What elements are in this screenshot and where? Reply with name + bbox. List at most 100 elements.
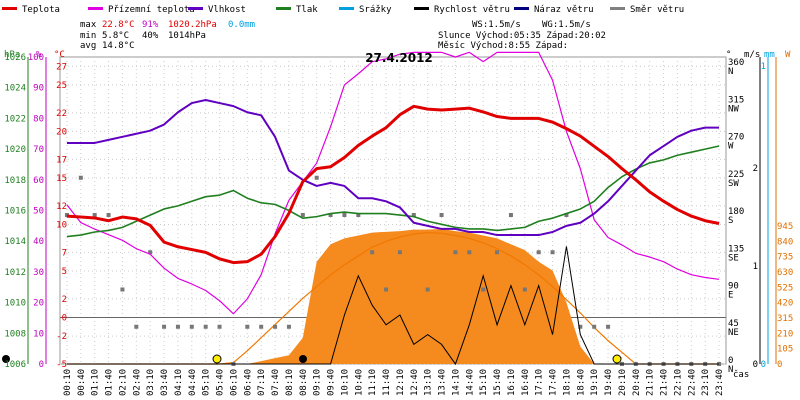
wind-direction-point-1 bbox=[78, 175, 83, 180]
pressure-tick-4: 1014 bbox=[4, 237, 26, 247]
direction-label-0: N bbox=[728, 365, 733, 375]
x-tick-41: 20:40 bbox=[632, 369, 642, 396]
legend-label-7: Směr větru bbox=[630, 5, 684, 15]
pressure-tick-9: 1024 bbox=[4, 84, 26, 94]
wind-direction-point-31 bbox=[495, 250, 500, 255]
direction-tick-1: 45 bbox=[728, 319, 739, 329]
wind-direction-point-24 bbox=[397, 250, 402, 255]
stat-moon: Měsíc Východ:8:55 Západ: bbox=[438, 41, 568, 51]
legend-label-5: Rychlost větru bbox=[434, 5, 510, 15]
wind-direction-point-7 bbox=[162, 324, 167, 329]
temperature-tick-1: -2 bbox=[56, 332, 67, 342]
legend-label-4: Srážky bbox=[359, 5, 392, 15]
stat-min-temp: 5.8°C bbox=[102, 31, 129, 41]
x-tick-46: 23:10 bbox=[701, 369, 711, 396]
wind-direction-point-6 bbox=[148, 250, 153, 255]
temperature-tick-6: 10 bbox=[56, 220, 67, 230]
moon-icon bbox=[2, 355, 10, 363]
x-tick-9: 04:40 bbox=[188, 369, 198, 396]
wind-direction-point-0 bbox=[64, 213, 69, 217]
wind-tick-2: 2 bbox=[753, 164, 758, 174]
legend-swatch-5 bbox=[414, 7, 429, 10]
wind-direction-point-38 bbox=[592, 324, 597, 329]
x-tick-25: 12:40 bbox=[410, 369, 420, 396]
direction-label-5: SW bbox=[728, 179, 739, 189]
temperature-tick-8: 15 bbox=[56, 174, 67, 184]
stat-ws: WS:1.5m/s bbox=[472, 20, 521, 30]
x-tick-1: 00:40 bbox=[77, 369, 87, 396]
x-tick-17: 08:40 bbox=[299, 369, 309, 396]
wind-direction-point-2 bbox=[92, 213, 97, 217]
wind-speed-line bbox=[66, 246, 720, 366]
solar-tick-8: 840 bbox=[777, 237, 793, 247]
x-tick-3: 01:40 bbox=[105, 369, 115, 396]
x-tick-35: 17:40 bbox=[549, 369, 559, 396]
wind-direction-point-29 bbox=[467, 250, 472, 255]
solar-tick-1: 105 bbox=[777, 345, 793, 355]
wind-direction-point-37 bbox=[578, 324, 583, 329]
pressure-tick-10: 1026 bbox=[4, 53, 26, 63]
solar-tick-4: 420 bbox=[777, 299, 793, 309]
solar-axis-unit: W bbox=[785, 50, 791, 60]
humidity-tick-4: 40 bbox=[33, 237, 44, 247]
x-tick-29: 14:40 bbox=[465, 369, 475, 396]
humidity-tick-5: 50 bbox=[33, 207, 44, 217]
wind-direction-point-28 bbox=[453, 250, 458, 255]
axes: hPa1006100810101012101410161018102010221… bbox=[4, 50, 793, 396]
legend-swatch-3 bbox=[276, 7, 291, 10]
pressure-tick-1: 1008 bbox=[4, 329, 26, 339]
wind-direction-point-21 bbox=[356, 213, 361, 217]
solar-tick-5: 525 bbox=[777, 283, 793, 293]
humidity-tick-0: 0 bbox=[39, 360, 44, 370]
wind-tick-0: 0 bbox=[753, 360, 758, 370]
legend-label-0: Teplota bbox=[22, 5, 60, 15]
legend-label-3: Tlak bbox=[296, 5, 318, 15]
x-tick-47: 23:40 bbox=[715, 369, 725, 396]
pressure-line bbox=[66, 145, 720, 238]
x-tick-7: 03:40 bbox=[160, 369, 170, 396]
temperature-tick-5: 7 bbox=[62, 248, 67, 258]
rain-axis-unit: mm bbox=[764, 50, 775, 60]
temperature-tick-9: 17 bbox=[56, 155, 67, 165]
x-tick-13: 06:40 bbox=[243, 369, 253, 396]
series-lines bbox=[2, 51, 722, 366]
wind-direction-point-17 bbox=[300, 213, 305, 217]
legend-swatch-1 bbox=[88, 7, 103, 10]
ground-temperature-line bbox=[66, 51, 720, 315]
wind-direction-point-32 bbox=[508, 213, 513, 217]
wind-direction-point-11 bbox=[217, 324, 222, 329]
stat-max-press: 1020.2hPa bbox=[168, 20, 217, 30]
solar-tick-6: 630 bbox=[777, 268, 793, 278]
x-tick-19: 09:40 bbox=[327, 369, 337, 396]
solar-tick-0: 0 bbox=[777, 360, 782, 370]
x-tick-8: 04:10 bbox=[174, 369, 184, 396]
humidity-tick-9: 90 bbox=[33, 84, 44, 94]
wind-direction-point-39 bbox=[606, 324, 611, 329]
x-axis-label: čas bbox=[733, 369, 749, 380]
solar-radiation-area bbox=[66, 228, 720, 365]
direction-label-6: W bbox=[728, 142, 734, 152]
x-tick-6: 03:10 bbox=[146, 369, 156, 396]
x-tick-10: 05:10 bbox=[202, 369, 212, 396]
wind-direction-point-25 bbox=[411, 213, 416, 217]
temperature-tick-0: -5 bbox=[56, 360, 67, 370]
legend-swatch-7 bbox=[610, 7, 625, 10]
x-tick-0: 00:10 bbox=[63, 369, 73, 396]
x-tick-36: 18:10 bbox=[562, 369, 572, 396]
humidity-tick-10: 100 bbox=[28, 53, 44, 63]
x-tick-33: 16:40 bbox=[521, 369, 531, 396]
x-tick-18: 09:10 bbox=[313, 369, 323, 396]
direction-tick-6: 270 bbox=[728, 133, 744, 143]
humidity-tick-7: 70 bbox=[33, 145, 44, 155]
x-tick-23: 11:40 bbox=[382, 369, 392, 396]
stat-precip: 0.0mm bbox=[228, 20, 255, 30]
x-tick-32: 16:10 bbox=[507, 369, 517, 396]
legend-label-2: Vlhkost bbox=[208, 5, 246, 15]
stat-min-hum: 40% bbox=[142, 31, 159, 41]
x-tick-39: 19:40 bbox=[604, 369, 614, 396]
temperature-tick-7: 12 bbox=[56, 202, 67, 212]
chart-title: 27.4.2012 bbox=[365, 51, 433, 65]
wind-direction-point-27 bbox=[439, 213, 444, 217]
